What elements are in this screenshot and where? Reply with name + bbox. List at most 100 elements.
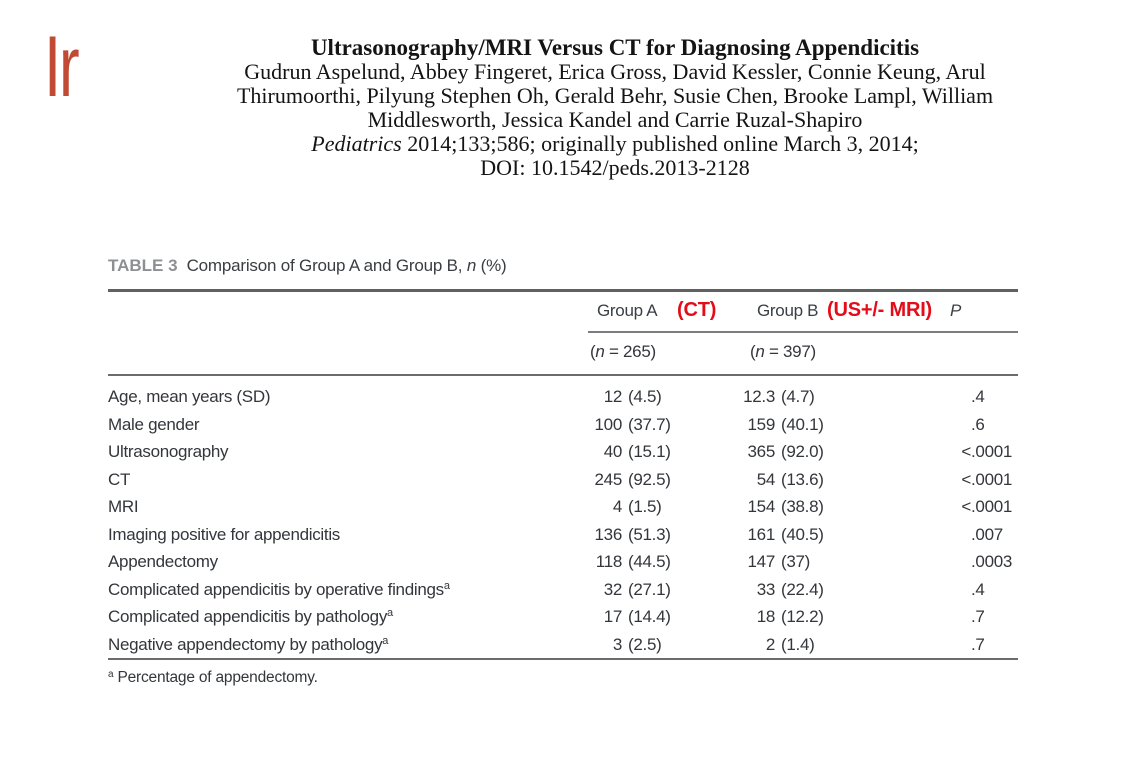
table-rule-mid: [108, 374, 1018, 376]
row-label: Complicated appendicitis by operative fi…: [108, 579, 450, 599]
column-header-group-a: Group A: [597, 301, 658, 320]
group-a-pct: (51.3): [628, 524, 671, 544]
p-value: .007: [971, 524, 1003, 544]
group-b-n: 12.3: [743, 387, 775, 406]
group-b-pct: (38.8): [781, 497, 824, 516]
group-a-n: 17: [603, 607, 623, 626]
footnote-text: Percentage of appendectomy.: [113, 669, 318, 686]
row-label: MRI: [108, 497, 139, 516]
p-value: .0003: [971, 552, 1013, 571]
table-footnote: a Percentage of appendectomy.: [108, 668, 318, 690]
group-b-pct: (92.0): [781, 442, 824, 461]
article-title: Ultrasonography/MRI Versus CT for Diagno…: [310, 35, 920, 60]
footnote-marker: a: [108, 669, 114, 680]
group-b-n: 154: [747, 497, 776, 516]
table-row: Appendectomy 118 (44.5) 147 (37) .0003: [108, 548, 1018, 576]
subheader-n-group-a: (n = 265): [590, 342, 656, 361]
group-a-n: 12: [603, 387, 623, 406]
p-value: .7: [971, 607, 985, 626]
table-row: Complicated appendicitis by pathologya 1…: [108, 603, 1018, 631]
group-b-n: 161: [747, 524, 776, 544]
group-b-pct: (13.6): [781, 469, 824, 489]
doi-line: DOI: 10.1542/peds.2013-2128: [480, 155, 750, 180]
table-row: MRI 4 (1.5) 154 (38.8) < .0001: [108, 493, 1018, 521]
author-line-2: Thirumoorthi, Pilyung Stephen Oh, Gerald…: [236, 83, 994, 108]
table-row: Male gender 100 (37.7) 159 (40.1) .6: [108, 411, 1018, 439]
row-label: Appendectomy: [108, 552, 218, 571]
p-value: .7: [971, 634, 985, 654]
group-a-n: 136: [594, 524, 623, 544]
p-value: .0001: [971, 469, 1013, 489]
row-footnote-marker: a: [382, 634, 389, 647]
group-b-pct: (37): [781, 552, 811, 571]
group-a-pct: (27.1): [628, 579, 671, 599]
group-b-n: 147: [747, 552, 776, 571]
group-b-pct: (40.1): [781, 414, 824, 434]
journal-logo-fragment: Ir: [44, 19, 80, 115]
group-a-n: 40: [603, 442, 623, 461]
group-b-pct: (40.5): [781, 524, 824, 544]
caption-text: Comparison of Group A and Group B,: [186, 256, 467, 275]
p-value: .0001: [971, 442, 1013, 461]
row-label: Negative appendectomy by pathologya: [108, 634, 389, 654]
table-body: Age, mean years (SD) 12 (4.5) 12.3 (4.7)…: [108, 383, 1018, 658]
p-value: .6: [971, 414, 985, 434]
table-row: Complicated appendicitis by operative fi…: [108, 576, 1018, 604]
table-row: Negative appendectomy by pathologya 3 (2…: [108, 631, 1018, 659]
group-b-n: 159: [747, 414, 776, 434]
group-a-n: 3: [612, 634, 622, 654]
p-value-prefix: <: [961, 442, 971, 461]
p-value: .4: [971, 579, 985, 599]
table-3: TABLE 3 Comparison of Group A and Group B…: [108, 256, 1018, 731]
row-label: Complicated appendicitis by pathologya: [108, 607, 394, 626]
group-b-n: 365: [747, 442, 776, 461]
group-b-n: 18: [756, 607, 776, 626]
group-b-pct: (4.7): [781, 387, 815, 406]
caption-italic-n: n: [466, 256, 477, 275]
table-rule-top: [108, 289, 1018, 292]
annotation-ct: (CT): [677, 299, 717, 321]
row-footnote-marker: a: [443, 579, 450, 592]
group-a-pct: (1.5): [628, 497, 662, 516]
group-b-pct: (1.4): [781, 634, 815, 654]
row-label: Imaging positive for appendicitis: [108, 524, 341, 544]
author-line-3: Middlesworth, Jessica Kandel and Carrie …: [367, 107, 863, 132]
citation-line: Pediatrics 2014;133;586; originally publ…: [88, 132, 1142, 156]
row-footnote-marker: a: [387, 607, 394, 619]
table-row: Age, mean years (SD) 12 (4.5) 12.3 (4.7)…: [108, 383, 1018, 411]
caption-suffix: (%): [476, 256, 507, 275]
row-label: Ultrasonography: [108, 442, 229, 461]
table-caption: TABLE 3 Comparison of Group A and Group B…: [108, 256, 507, 276]
group-a-n: 245: [594, 469, 623, 489]
p-value-prefix: <: [961, 469, 971, 489]
table-subheader-row: (n = 265) (n = 397): [108, 342, 1018, 362]
author-line-1: Gudrun Aspelund, Abbey Fingeret, Erica G…: [244, 59, 986, 84]
p-value: .4: [971, 387, 985, 406]
table-label: TABLE 3: [108, 256, 178, 275]
group-a-n: 118: [595, 552, 623, 571]
group-b-n: 2: [765, 634, 775, 654]
group-a-pct: (14.4): [628, 607, 671, 626]
row-label: Male gender: [108, 414, 200, 434]
column-header-p: P: [950, 301, 962, 320]
group-a-pct: (15.1): [628, 442, 671, 461]
p-value-prefix: <: [961, 497, 971, 516]
group-a-pct: (2.5): [628, 634, 662, 654]
table-row: Ultrasonography 40 (15.1) 365 (92.0) < .…: [108, 438, 1018, 466]
group-b-n: 33: [756, 579, 776, 599]
table-rule-header-spanner: [588, 331, 1018, 333]
group-a-pct: (44.5): [628, 552, 671, 571]
group-a-n: 100: [594, 414, 623, 434]
table-row: CT 245 (92.5) 54 (13.6) < .0001: [108, 466, 1018, 494]
subheader-n-group-b: (n = 397): [750, 342, 816, 361]
row-label: Age, mean years (SD): [108, 387, 271, 406]
p-value: .0001: [971, 497, 1013, 516]
group-b-pct: (12.2): [781, 607, 824, 626]
table-header-row: Group A (CT) Group B (US+/- MRI) P: [108, 298, 1018, 324]
journal-name: Pediatrics: [311, 131, 402, 156]
table-rule-bottom: [108, 658, 1018, 660]
column-header-group-b: Group B: [757, 301, 819, 320]
annotation-us-mri: (US+/- MRI): [827, 299, 933, 321]
group-a-pct: (92.5): [628, 469, 671, 489]
group-b-pct: (22.4): [781, 579, 824, 599]
